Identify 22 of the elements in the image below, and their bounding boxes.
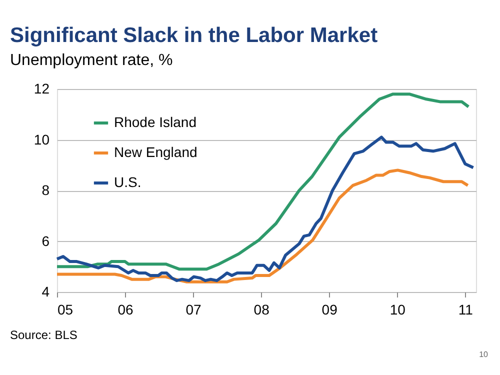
legend-label: New England bbox=[114, 144, 198, 160]
x-tick-label: 05 bbox=[58, 302, 74, 318]
x-tick-label: 10 bbox=[390, 302, 406, 318]
line-series bbox=[56, 136, 475, 282]
text: 10 bbox=[479, 350, 489, 359]
x-tick-label: 09 bbox=[322, 302, 338, 318]
y-tick-label: 12 bbox=[34, 80, 50, 96]
legend-label: Rhode Island bbox=[114, 114, 197, 130]
line-series bbox=[56, 92, 470, 271]
x-tick-label: 11 bbox=[458, 302, 474, 318]
chart-title: Significant Slack in the Labor Market bbox=[10, 24, 378, 47]
x-tick-label: 06 bbox=[118, 302, 134, 318]
y-tick-label: 4 bbox=[42, 284, 50, 300]
line-series bbox=[56, 168, 470, 284]
legend-label: U.S. bbox=[114, 174, 142, 190]
y-tick-label: 6 bbox=[42, 232, 50, 249]
y-tick-label: 8 bbox=[42, 182, 50, 198]
chart-subtitle: Unemployment rate, % bbox=[10, 52, 173, 69]
source-note: Source: BLS bbox=[10, 328, 78, 342]
x-tick-label: 07 bbox=[186, 302, 202, 318]
y-tick-label: 10 bbox=[34, 131, 50, 148]
x-tick-label: 08 bbox=[254, 302, 270, 318]
